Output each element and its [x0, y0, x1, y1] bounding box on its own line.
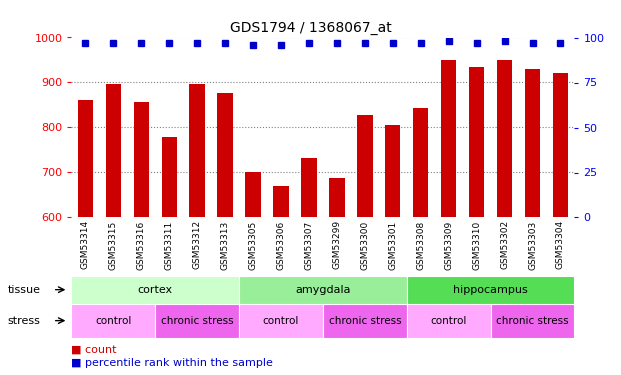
Text: amygdala: amygdala	[295, 285, 351, 295]
Bar	[239, 276, 407, 304]
Bar	[525, 69, 540, 218]
Text: hippocampus: hippocampus	[453, 285, 528, 295]
Bar	[245, 172, 261, 217]
Bar	[134, 102, 149, 218]
Text: cortex: cortex	[138, 285, 173, 295]
Bar	[71, 276, 239, 304]
Bar	[497, 60, 512, 217]
Bar	[407, 304, 491, 338]
Text: chronic stress: chronic stress	[496, 316, 569, 326]
Bar	[441, 60, 456, 217]
Bar	[106, 84, 121, 218]
Bar	[413, 108, 428, 218]
Bar	[329, 178, 345, 218]
Bar	[78, 100, 93, 218]
Text: control: control	[263, 316, 299, 326]
Text: chronic stress: chronic stress	[329, 316, 401, 326]
Bar	[155, 304, 239, 338]
Text: ■ count: ■ count	[71, 344, 117, 354]
Text: ■ percentile rank within the sample: ■ percentile rank within the sample	[71, 358, 273, 368]
Bar	[161, 137, 177, 218]
Bar	[71, 304, 155, 338]
Bar	[217, 93, 233, 218]
Bar	[239, 304, 323, 338]
Bar	[189, 84, 205, 218]
Bar	[357, 115, 373, 218]
Bar	[273, 186, 289, 218]
Text: control: control	[95, 316, 132, 326]
Text: stress: stress	[7, 316, 40, 326]
Text: control: control	[430, 316, 467, 326]
Bar	[469, 67, 484, 218]
Bar	[553, 74, 568, 217]
Bar	[407, 276, 574, 304]
Bar	[301, 158, 317, 218]
Bar	[491, 304, 574, 338]
Bar	[323, 304, 407, 338]
Text: GDS1794 / 1368067_at: GDS1794 / 1368067_at	[230, 21, 391, 34]
Text: tissue: tissue	[7, 285, 40, 295]
Bar	[385, 125, 401, 217]
Text: chronic stress: chronic stress	[161, 316, 233, 326]
